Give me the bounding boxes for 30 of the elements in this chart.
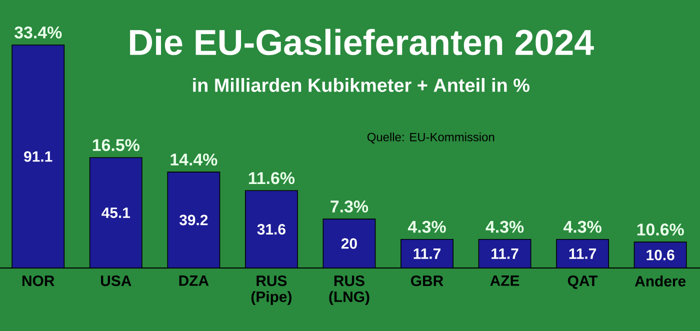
text: in Milliarden Kubikmeter + Anteil in %: [193, 78, 530, 92]
data-label: 31.6: [257, 224, 286, 235]
data-label: 91.1: [24, 151, 52, 162]
x-tick-label: AZE: [490, 276, 520, 286]
annotation: 4.3%: [564, 220, 602, 233]
data-label: 11.7: [492, 248, 518, 259]
x-tick-label: RUS (LNG): [329, 276, 370, 305]
chart-title: Die EU-Gaslieferanten 2024: [130, 28, 594, 56]
annotation: Quelle: EU-Kommission: [367, 132, 494, 144]
annotation: 4.3%: [486, 220, 524, 233]
x-tick-label: NOR: [22, 276, 54, 286]
data-label: 39.2: [179, 214, 208, 226]
data-label: 11.7: [414, 248, 440, 259]
annotation: 4.3%: [408, 220, 446, 233]
annotation: 7.3%: [330, 200, 368, 213]
annotation: 10.6%: [637, 224, 684, 236]
data-label: 45.1: [102, 208, 130, 218]
data-label: 20: [341, 238, 357, 249]
x-tick-label: USA: [101, 276, 132, 286]
annotation: 11.6%: [248, 172, 295, 184]
data-label: 10.6: [646, 250, 674, 260]
data-label: 11.7: [569, 248, 596, 259]
x-tick-label: GBR: [411, 276, 444, 286]
x-tick-label: Andere: [634, 276, 686, 286]
annotation: 16.5%: [92, 139, 140, 152]
annotation: 14.4%: [170, 154, 218, 166]
x-tick-label: QAT: [568, 276, 598, 289]
x-tick-label: DZA: [179, 276, 209, 286]
x-tick-label: RUS (Pipe): [251, 276, 292, 305]
annotation: 33.4%: [14, 26, 62, 38]
